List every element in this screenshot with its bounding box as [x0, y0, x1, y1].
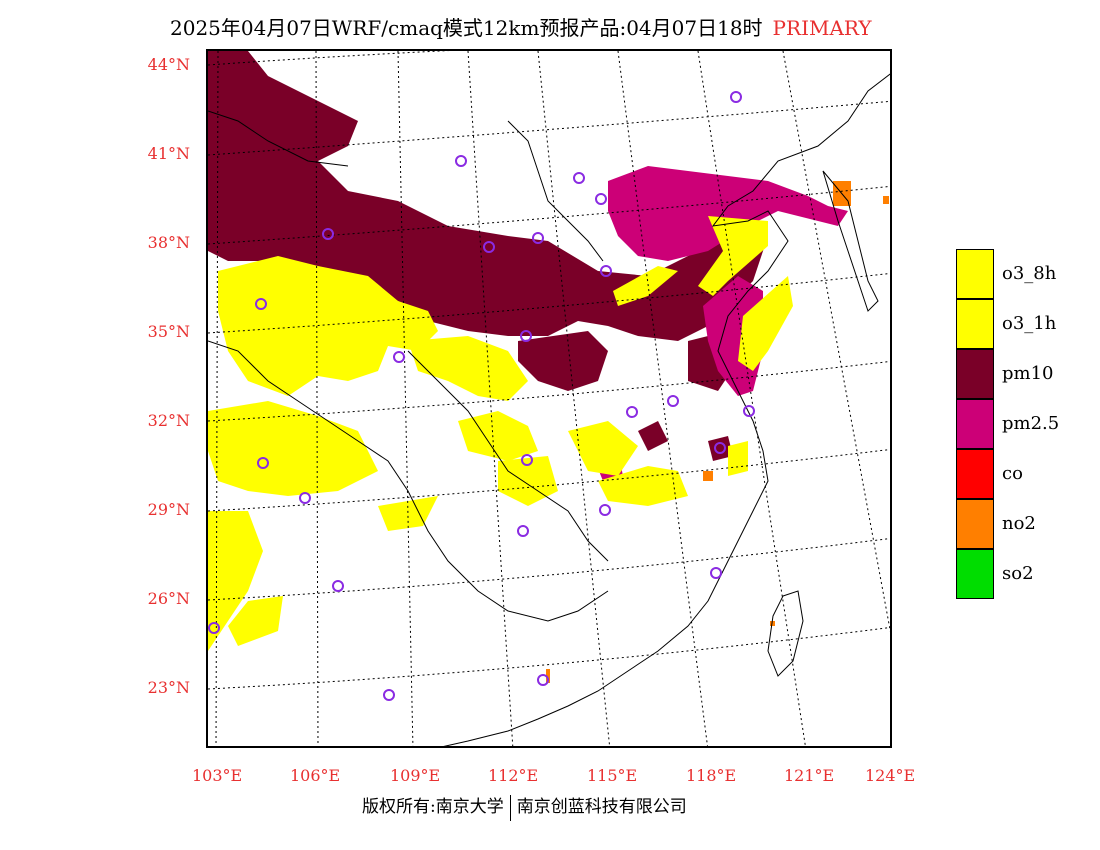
station-marker [600, 265, 612, 277]
station-marker [520, 330, 532, 342]
station-marker [743, 405, 755, 417]
legend-swatch [956, 299, 994, 349]
station-marker [517, 525, 529, 537]
map-canvas [208, 51, 890, 746]
lat-label-26: 26°N [147, 589, 190, 608]
station-marker [714, 442, 726, 454]
station-marker [383, 689, 395, 701]
copyright-left: 版权所有:南京大学 [362, 797, 504, 817]
legend-label: no2 [1002, 513, 1036, 534]
lon-label-115: 115°E [587, 766, 638, 785]
lat-label-44: 44°N [147, 55, 190, 74]
legend-swatch [956, 499, 994, 549]
o3-region [208, 216, 793, 651]
pollutant-map [206, 49, 892, 748]
copyright-footer: 版权所有:南京大学 南京创蓝科技有限公司 [362, 792, 687, 821]
legend-label: co [1002, 463, 1023, 484]
map-title: 2025年04月07日WRF/cmaq模式12km预报产品:04月07日18时 P… [170, 12, 872, 41]
primary-tag: PRIMARY [772, 16, 872, 40]
legend-swatch [956, 249, 994, 299]
station-marker [599, 504, 611, 516]
lat-label-32: 32°N [147, 411, 190, 430]
copyright-right: 南京创蓝科技有限公司 [516, 797, 687, 817]
station-marker [322, 228, 334, 240]
station-marker [573, 172, 585, 184]
station-marker [299, 492, 311, 504]
station-markers [208, 91, 755, 701]
lat-label-23: 23°N [147, 678, 190, 697]
lat-label-41: 41°N [147, 144, 190, 163]
station-marker [483, 241, 495, 253]
station-marker [255, 298, 267, 310]
legend-swatch [956, 549, 994, 599]
station-marker [208, 622, 220, 634]
lat-label-29: 29°N [147, 500, 190, 519]
coastline [208, 73, 890, 746]
lon-label-106: 106°E [290, 766, 341, 785]
station-marker [730, 91, 742, 103]
lat-label-35: 35°N [147, 322, 190, 341]
legend-label: pm2.5 [1002, 413, 1060, 434]
lon-label-109: 109°E [390, 766, 441, 785]
lat-label-38: 38°N [147, 233, 190, 252]
station-marker [710, 567, 722, 579]
lon-label-112: 112°E [488, 766, 539, 785]
station-marker [667, 395, 679, 407]
lon-label-124: 124°E [865, 766, 916, 785]
lon-label-121: 121°E [784, 766, 835, 785]
title-text: 2025年04月07日WRF/cmaq模式12km预报产品:04月07日18时 [170, 16, 763, 40]
station-marker [532, 232, 544, 244]
station-marker [537, 674, 549, 686]
legend-swatch [956, 349, 994, 399]
legend-swatch [956, 449, 994, 499]
station-marker [626, 406, 638, 418]
legend-label: o3_8h [1002, 263, 1057, 284]
station-marker [521, 454, 533, 466]
legend-label: so2 [1002, 563, 1034, 584]
legend-label: o3_1h [1002, 313, 1057, 334]
station-marker [595, 193, 607, 205]
legend-swatch [956, 399, 994, 449]
graticule [208, 51, 890, 746]
station-marker [455, 155, 467, 167]
station-marker [257, 457, 269, 469]
legend-label: pm10 [1002, 363, 1054, 384]
station-marker [332, 580, 344, 592]
lon-label-103: 103°E [192, 766, 243, 785]
station-marker [393, 351, 405, 363]
footer-divider [509, 794, 511, 821]
lon-label-118: 118°E [686, 766, 737, 785]
